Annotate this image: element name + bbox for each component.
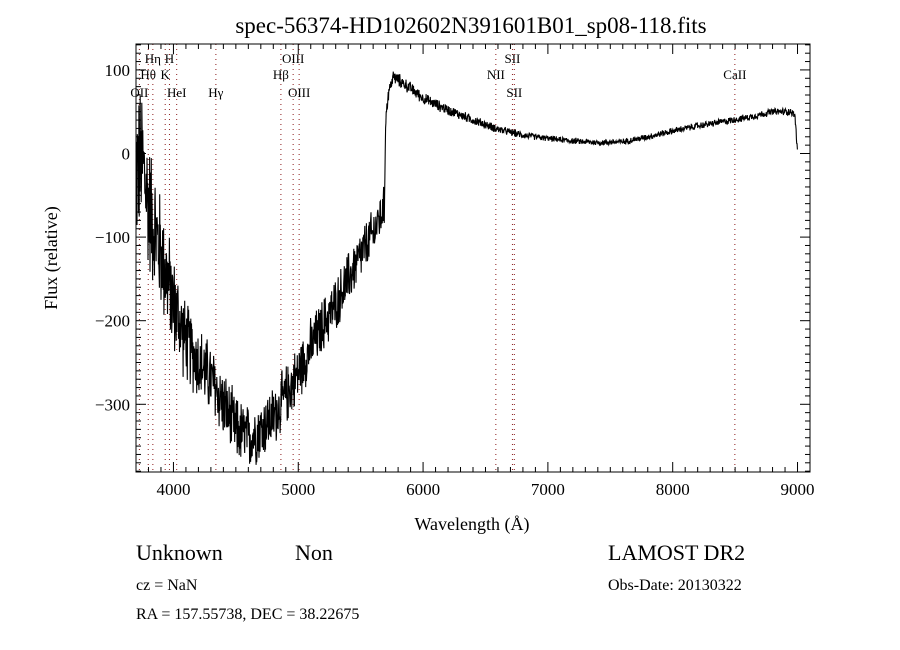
y-tick-label: 0 <box>122 145 131 164</box>
line-marker-label: OIII <box>282 51 304 66</box>
line-marker-label: Hγ <box>208 85 223 100</box>
y-tick-label: −200 <box>95 312 130 331</box>
class-label: Unknown <box>136 540 223 565</box>
y-tick-label: −100 <box>95 228 130 247</box>
line-marker-label: Hβ <box>273 67 289 82</box>
line-marker-label: OII <box>130 85 148 100</box>
x-tick-label: 6000 <box>406 480 440 499</box>
x-tick-label: 9000 <box>781 480 815 499</box>
y-axis-label: Flux (relative) <box>41 206 62 309</box>
line-marker-label: SII <box>504 51 520 66</box>
y-tick-label: −300 <box>95 395 130 414</box>
x-tick-label: 7000 <box>531 480 565 499</box>
x-tick-label: 4000 <box>156 480 190 499</box>
line-marker-label: Hθ <box>140 67 156 82</box>
obs-date-label: Obs-Date: 20130322 <box>608 577 742 594</box>
x-tick-label: 5000 <box>281 480 315 499</box>
line-marker-label: CaII <box>723 67 746 82</box>
line-marker-label: Hη <box>145 51 161 66</box>
line-marker-label: OIII <box>288 85 310 100</box>
spectrum-line <box>135 71 798 465</box>
spectrum-series <box>135 71 798 465</box>
line-marker-label: HeI <box>167 85 187 100</box>
cz-label: cz = NaN <box>136 577 198 594</box>
subclass-label: Non <box>295 540 333 565</box>
line-marker-label: K <box>161 67 171 82</box>
axes: 4000 5000 6000 7000 8000 9000 100 0 −100 −200 −300 <box>95 44 815 499</box>
line-marker-label: SII <box>506 85 522 100</box>
survey-label: LAMOST DR2 <box>608 540 745 565</box>
chart-title: spec-56374-HD102602N391601B01_sp08-118.f… <box>235 13 706 38</box>
coords-label: RA = 157.55738, DEC = 38.22675 <box>136 606 359 623</box>
line-marker-label: NII <box>487 67 505 82</box>
x-tick-label: 8000 <box>656 480 690 499</box>
y-tick-label: 100 <box>105 61 131 80</box>
x-axis-label: Wavelength (Å) <box>414 514 529 535</box>
line-marker-label: H <box>165 51 174 66</box>
